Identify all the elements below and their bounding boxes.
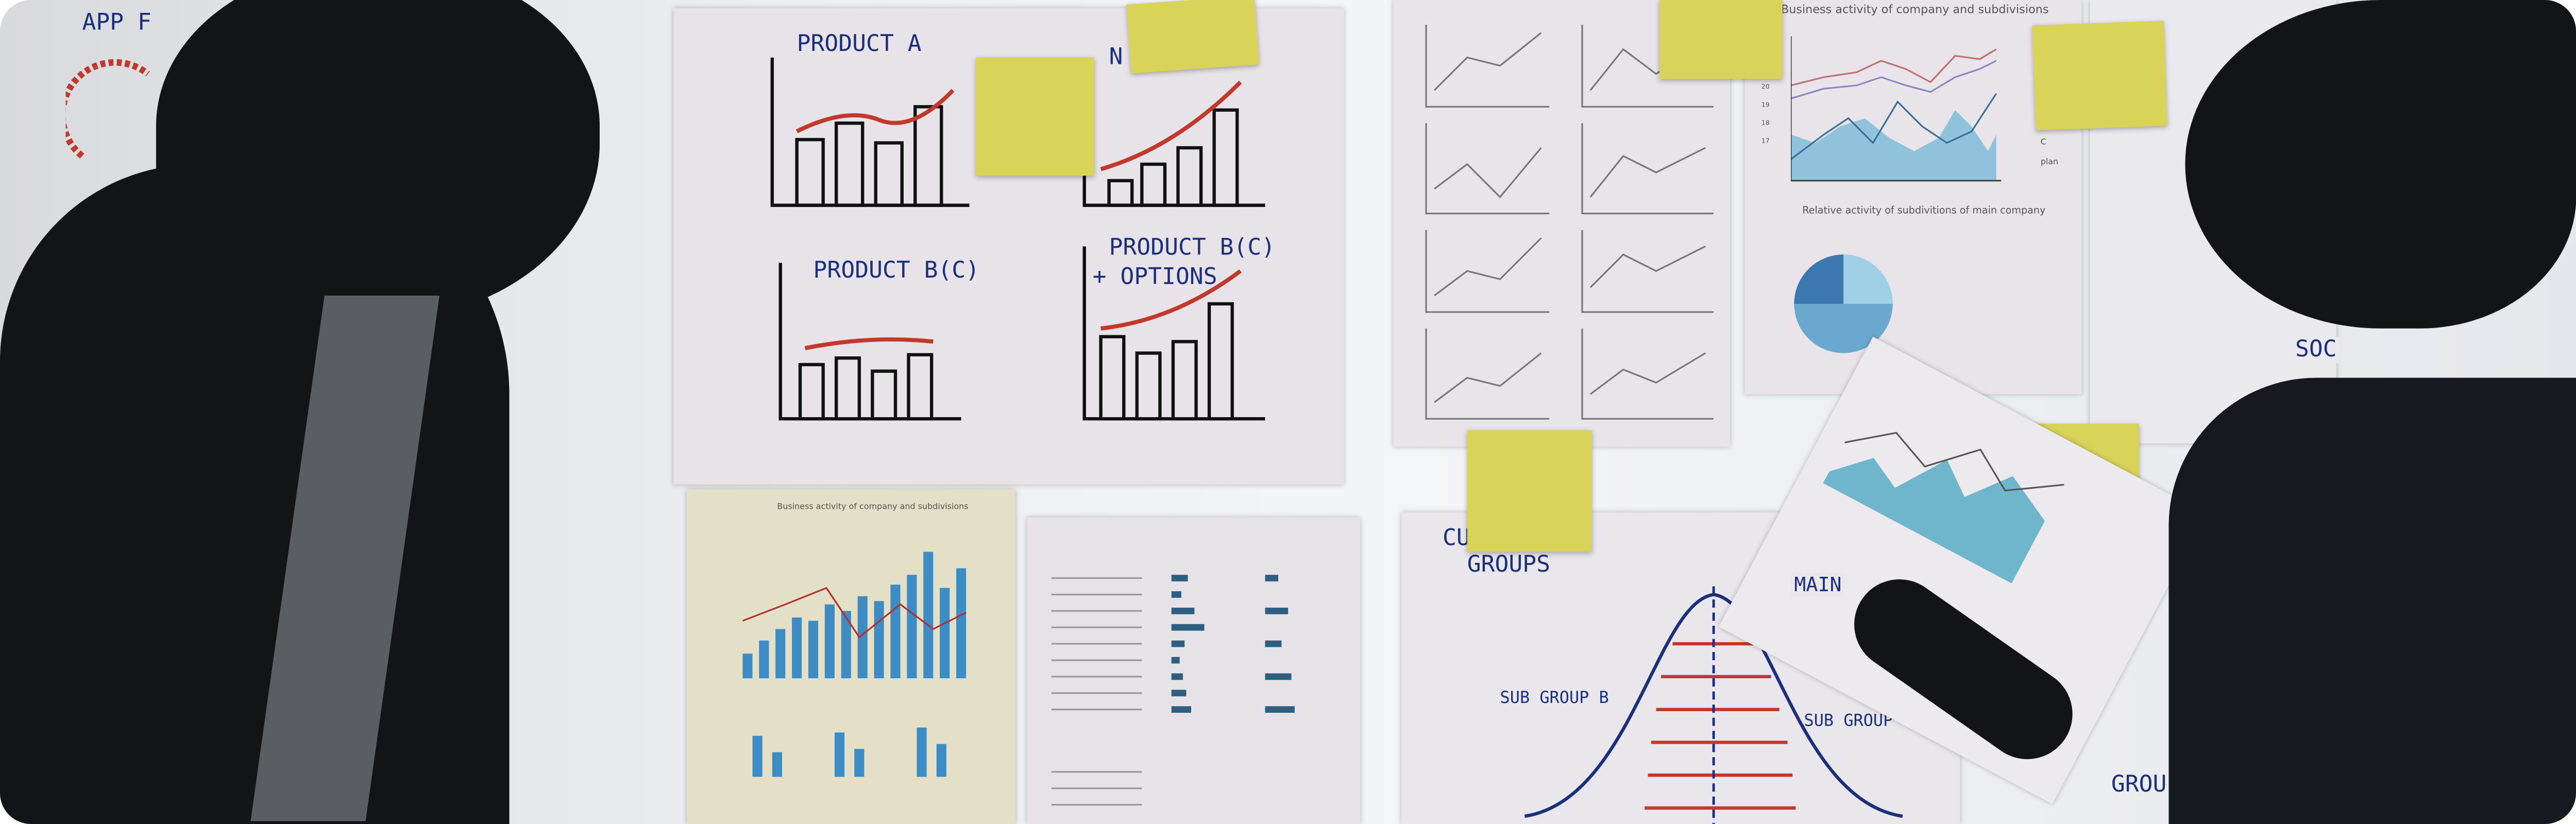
legend-plan: plan — [2040, 158, 2059, 168]
chart-title: Business activity of company and subdivi… — [1781, 3, 2049, 16]
woman-silhouette-head — [2185, 0, 2576, 329]
bar-sketch-bc — [778, 263, 961, 421]
label-options: + OPTIONS — [1092, 264, 1217, 291]
label-product-bc-options: PRODUCT B(C) — [1109, 235, 1276, 262]
y-tick-17: 17 — [1761, 136, 1770, 145]
sheet-business-activity: Business activity of company and subdivi… — [1744, 0, 2082, 394]
bell-curve-drawing — [1524, 586, 1903, 824]
label-main: MAIN — [1791, 573, 1845, 596]
sheet-bar-charts: Business activity of company and subdivi… — [687, 489, 1015, 824]
bar-sheet-title: Business activity of company and subdivi… — [777, 502, 969, 512]
sticky-note — [976, 57, 1094, 176]
small-line-charts — [1425, 24, 1714, 420]
sheet-horizontal-bars — [1027, 517, 1361, 824]
bar-sketch-bc-options — [1082, 246, 1265, 421]
pie-chart — [1794, 254, 1893, 353]
whiteboard-text-left: APP F — [82, 10, 151, 37]
gauge-drawing — [65, 59, 150, 159]
whiteboard-text-right: SOC — [2292, 336, 2341, 363]
label-product-bc: PRODUCT B(C) — [813, 258, 980, 284]
legend-c: C — [2040, 138, 2046, 148]
sticky-note — [2032, 21, 2167, 131]
sticky-note — [1126, 0, 1259, 74]
bar-sketch-a — [770, 57, 970, 207]
man-silhouette-head — [156, 0, 600, 320]
sticky-note — [1659, 0, 1783, 79]
label-sub-group-b: SUB GROUP B — [1500, 690, 1609, 708]
chart-subtitle: Relative activity of subdivitions of mai… — [1802, 205, 2046, 217]
held-document-chart — [1823, 432, 2064, 583]
label-sub-group: SUB GROUP — [1804, 713, 1893, 731]
y-tick-19: 19 — [1761, 100, 1770, 109]
label-groups: GROUPS — [1467, 552, 1551, 578]
label-product-a: PRODUCT A — [796, 31, 922, 58]
horizontal-bar-chart — [1051, 575, 1295, 806]
woman-silhouette-body — [2168, 377, 2576, 824]
y-tick-20: 20 — [1761, 82, 1770, 91]
y-tick-18: 18 — [1761, 118, 1770, 127]
whiteboard-text-bottom-right: GROU — [2111, 771, 2167, 798]
blue-bar-chart — [742, 552, 967, 777]
sticky-note — [1467, 430, 1592, 552]
held-document — [1719, 336, 2207, 804]
business-line-chart — [1791, 36, 2002, 182]
bar-sketch-new — [1082, 74, 1265, 207]
